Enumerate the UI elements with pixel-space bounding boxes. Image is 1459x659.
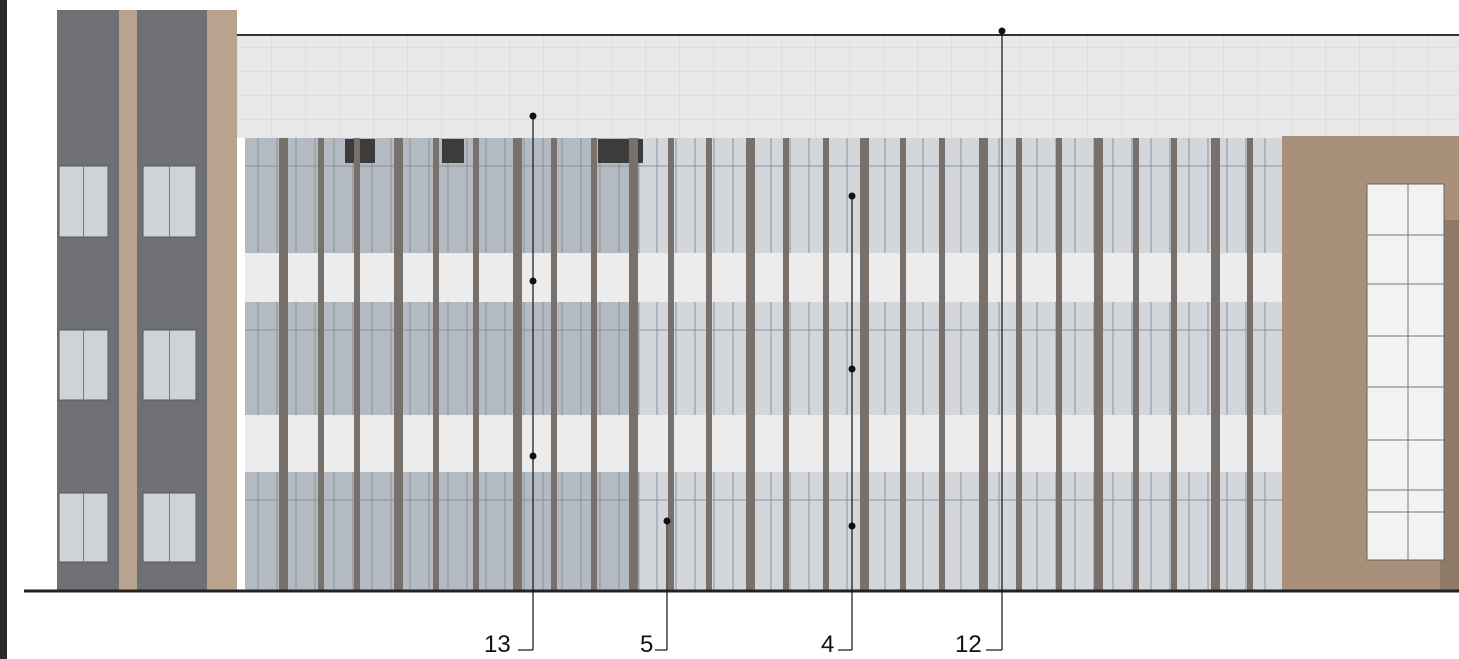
right-volume	[1282, 136, 1459, 590]
vertical-fin	[629, 138, 638, 590]
vertical-fin	[860, 138, 869, 590]
vertical-fin	[939, 138, 945, 590]
vertical-fin	[473, 138, 479, 590]
vertical-fin	[318, 138, 324, 590]
callout-5-dot	[663, 517, 671, 525]
right-glazing-grid	[1367, 184, 1444, 560]
parapet	[237, 34, 1459, 138]
callout-12-label: 12	[955, 631, 982, 658]
callout-4-dot	[848, 192, 856, 200]
callout-12: 12	[955, 27, 1006, 658]
main-facade	[245, 138, 1282, 590]
vertical-fin	[668, 138, 674, 590]
vertical-fin	[706, 138, 712, 590]
tower-windows	[58, 165, 197, 563]
left-tower	[57, 10, 237, 590]
vertical-fin	[551, 138, 557, 590]
vertical-fin	[354, 138, 360, 590]
vertical-fin	[900, 138, 906, 590]
callout-13-dot	[529, 277, 537, 285]
vent-grille	[442, 139, 464, 163]
vertical-fin	[1056, 138, 1062, 590]
callout-5: 5	[640, 517, 671, 658]
vertical-fin	[823, 138, 829, 590]
vertical-fin	[1211, 138, 1220, 590]
callout-13-dot	[529, 112, 537, 120]
callout-13-label: 13	[484, 631, 511, 658]
vertical-fin	[1016, 138, 1022, 590]
brown-panel-shade	[1440, 220, 1459, 590]
vertical-fin	[279, 138, 288, 590]
vertical-fin	[1171, 138, 1177, 590]
callout-4-dot	[848, 522, 856, 530]
callouts: 13 5 4 12	[484, 27, 1006, 658]
callout-12-dot	[998, 27, 1006, 35]
callout-4-label: 4	[821, 631, 834, 658]
vertical-fin	[979, 138, 988, 590]
tower-tan-strip-1	[119, 10, 137, 590]
right-glazing	[1366, 183, 1445, 561]
vertical-fin	[513, 138, 522, 590]
callout-4: 4	[821, 192, 856, 658]
vertical-fin	[746, 138, 755, 590]
tower-tan-strip-2	[207, 10, 237, 590]
callout-5-label: 5	[640, 631, 653, 658]
vertical-fin	[591, 138, 597, 590]
vertical-fin	[1133, 138, 1139, 590]
left-frame-edge	[0, 0, 7, 659]
spandrel-band	[245, 253, 1282, 302]
vertical-fin	[1094, 138, 1103, 590]
spandrel-band	[245, 415, 1282, 472]
vertical-fin	[1247, 138, 1253, 590]
mullions	[257, 138, 1266, 590]
callout-13: 13	[484, 112, 537, 658]
parapet-grid	[237, 35, 1459, 138]
vertical-fin	[783, 138, 789, 590]
vertical-fins	[279, 138, 1253, 590]
vertical-fin	[394, 138, 403, 590]
vertical-fin	[433, 138, 439, 590]
callout-13-dot	[529, 452, 537, 460]
callout-4-dot	[848, 365, 856, 373]
